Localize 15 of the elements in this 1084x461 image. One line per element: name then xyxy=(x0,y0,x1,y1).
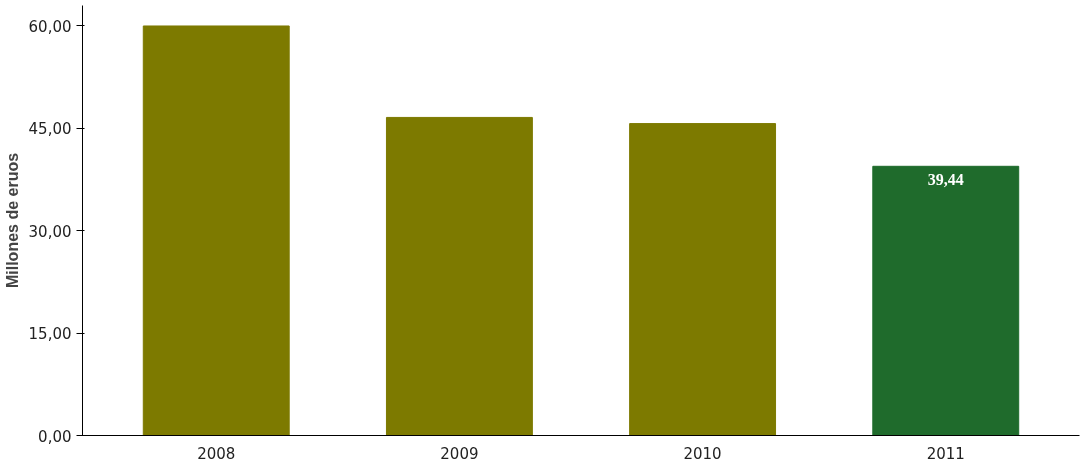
x-tick-label: 2008 xyxy=(197,444,236,461)
y-axis-title: Millones de eruos xyxy=(3,152,21,289)
bar xyxy=(872,165,1020,436)
x-tick-label: 2011 xyxy=(926,444,965,461)
x-tick-label: 2010 xyxy=(683,444,722,461)
bar xyxy=(385,116,533,436)
y-tick-label: 45,00 xyxy=(28,120,72,139)
y-tick-label: 30,00 xyxy=(28,222,72,241)
data-label: 39,44 xyxy=(927,171,964,189)
y-tick-label: 15,00 xyxy=(28,325,72,344)
x-tick-label: 2009 xyxy=(440,444,479,461)
y-tick-label: 0,00 xyxy=(38,427,72,446)
bar xyxy=(142,25,290,436)
bar xyxy=(629,123,777,436)
y-tick-label: 60,00 xyxy=(28,17,72,36)
